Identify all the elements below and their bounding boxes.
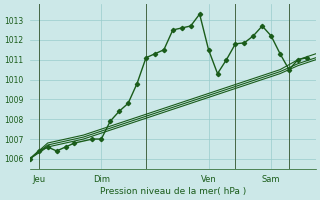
X-axis label: Pression niveau de la mer( hPa ): Pression niveau de la mer( hPa ) [100,187,246,196]
